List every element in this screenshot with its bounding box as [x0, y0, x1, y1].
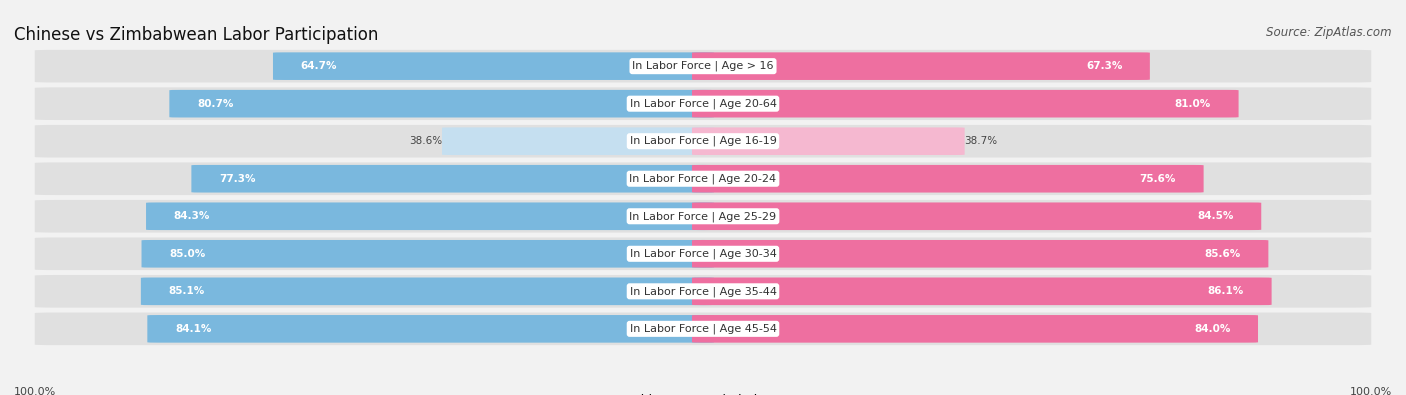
Text: 85.6%: 85.6%: [1205, 249, 1241, 259]
FancyBboxPatch shape: [142, 240, 714, 267]
Text: In Labor Force | Age 20-64: In Labor Force | Age 20-64: [630, 98, 776, 109]
FancyBboxPatch shape: [692, 315, 1258, 342]
Text: 75.6%: 75.6%: [1140, 174, 1175, 184]
FancyBboxPatch shape: [35, 200, 1371, 233]
Text: 64.7%: 64.7%: [301, 61, 337, 71]
Text: 81.0%: 81.0%: [1175, 99, 1211, 109]
Text: In Labor Force | Age 16-19: In Labor Force | Age 16-19: [630, 136, 776, 147]
Text: 80.7%: 80.7%: [197, 99, 233, 109]
FancyBboxPatch shape: [692, 278, 1271, 305]
Text: In Labor Force | Age 25-29: In Labor Force | Age 25-29: [630, 211, 776, 222]
Text: 84.0%: 84.0%: [1194, 324, 1230, 334]
Text: 77.3%: 77.3%: [219, 174, 256, 184]
Text: 100.0%: 100.0%: [14, 387, 56, 395]
FancyBboxPatch shape: [35, 50, 1371, 83]
FancyBboxPatch shape: [141, 278, 714, 305]
FancyBboxPatch shape: [35, 237, 1371, 270]
FancyBboxPatch shape: [169, 90, 714, 117]
Text: 84.3%: 84.3%: [173, 211, 209, 221]
FancyBboxPatch shape: [692, 203, 1261, 230]
Text: Chinese vs Zimbabwean Labor Participation: Chinese vs Zimbabwean Labor Participatio…: [14, 26, 378, 44]
FancyBboxPatch shape: [692, 53, 1150, 80]
Text: In Labor Force | Age > 16: In Labor Force | Age > 16: [633, 61, 773, 71]
Text: In Labor Force | Age 20-24: In Labor Force | Age 20-24: [630, 173, 776, 184]
Text: 38.6%: 38.6%: [409, 136, 441, 146]
Text: In Labor Force | Age 45-54: In Labor Force | Age 45-54: [630, 324, 776, 334]
Text: 84.5%: 84.5%: [1198, 211, 1233, 221]
FancyBboxPatch shape: [441, 128, 714, 155]
Legend: Chinese, Zimbabwean: Chinese, Zimbabwean: [610, 394, 796, 395]
FancyBboxPatch shape: [35, 162, 1371, 195]
FancyBboxPatch shape: [146, 203, 714, 230]
FancyBboxPatch shape: [273, 53, 714, 80]
FancyBboxPatch shape: [35, 87, 1371, 120]
FancyBboxPatch shape: [692, 128, 965, 155]
FancyBboxPatch shape: [191, 165, 714, 192]
FancyBboxPatch shape: [35, 275, 1371, 308]
Text: Source: ZipAtlas.com: Source: ZipAtlas.com: [1267, 26, 1392, 40]
Text: 84.1%: 84.1%: [174, 324, 211, 334]
FancyBboxPatch shape: [148, 315, 714, 342]
Text: 85.0%: 85.0%: [169, 249, 205, 259]
Text: 86.1%: 86.1%: [1208, 286, 1244, 296]
Text: 38.7%: 38.7%: [965, 136, 998, 146]
Text: 85.1%: 85.1%: [169, 286, 205, 296]
Text: 67.3%: 67.3%: [1085, 61, 1122, 71]
Text: In Labor Force | Age 35-44: In Labor Force | Age 35-44: [630, 286, 776, 297]
FancyBboxPatch shape: [35, 125, 1371, 158]
FancyBboxPatch shape: [692, 165, 1204, 192]
FancyBboxPatch shape: [35, 312, 1371, 345]
Text: 100.0%: 100.0%: [1350, 387, 1392, 395]
FancyBboxPatch shape: [692, 90, 1239, 117]
FancyBboxPatch shape: [692, 240, 1268, 267]
Text: In Labor Force | Age 30-34: In Labor Force | Age 30-34: [630, 248, 776, 259]
